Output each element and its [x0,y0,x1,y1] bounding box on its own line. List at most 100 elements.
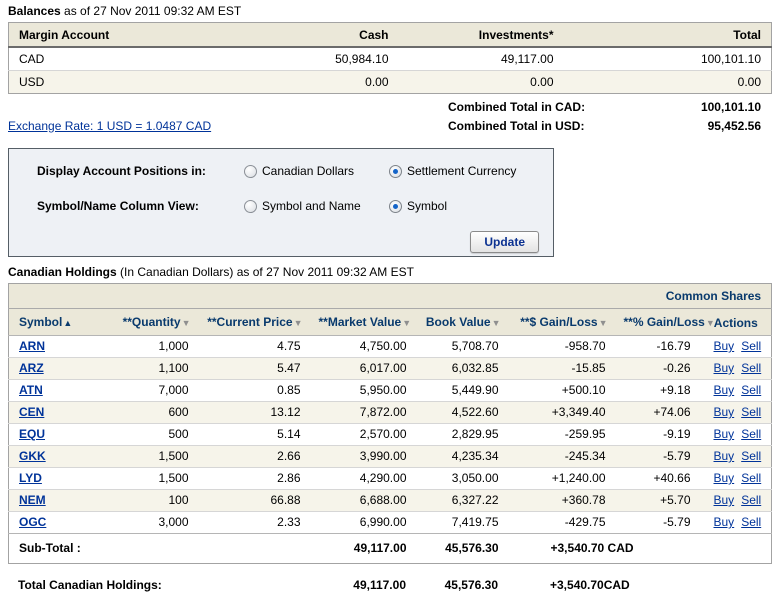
sort-asc-icon: ▲ [63,318,73,328]
gain-loss-percent-cell: -9.19 [615,423,701,446]
buy-link[interactable]: Buy [713,471,735,485]
buy-link[interactable]: Buy [713,493,735,507]
buy-link[interactable]: Buy [713,339,735,353]
option-canadian-dollars[interactable]: Canadian Dollars [244,164,389,178]
total-cell: 100,101.10 [700,52,761,66]
gain-loss-dollar-cell: +3,349.40 [508,401,616,424]
column-header-market-value[interactable]: **Market Value▼ [310,308,417,336]
market-value-cell: 5,950.00 [310,379,417,402]
update-button[interactable]: Update [470,231,539,253]
buy-link[interactable]: Buy [713,405,735,419]
symbol-link[interactable]: ARN [19,339,45,353]
symbol-link[interactable]: ARZ [19,361,44,375]
market-value-header-label: **Market Value [318,315,402,329]
account-currency-cell: CAD [19,52,45,66]
sell-link[interactable]: Sell [741,515,762,529]
radio-symbol-and-name[interactable] [244,199,257,213]
total-market-value: 49,117.00 [353,578,406,592]
sell-link[interactable]: Sell [741,405,762,419]
gain-loss-dollar-cell: -15.85 [508,357,616,380]
holdings-row: ARZ 1,100 5.47 6,017.00 6,032.85 -15.85 … [8,357,772,380]
total-cell: 0.00 [563,70,772,94]
option-settlement-currency[interactable]: Settlement Currency [389,164,516,178]
current-price-cell: 2.33 [198,511,311,534]
gain-loss-percent-cell: +40.66 [615,467,701,490]
buy-link[interactable]: Buy [713,449,735,463]
common-shares-label: Common Shares [8,283,772,309]
quantity-cell: 7,000 [98,379,199,402]
subtotal-book-value: 45,576.30 [416,533,509,564]
sell-link[interactable]: Sell [741,339,762,353]
radio-label-symbol-and-name[interactable]: Symbol and Name [262,199,361,213]
balances-table: Margin Account Cash Investments* Total C… [8,22,772,94]
investments-cell: 49,117.00 [501,52,554,66]
current-price-cell: 5.47 [198,357,311,380]
sell-link[interactable]: Sell [741,471,762,485]
book-value-cell: 6,032.85 [416,357,509,380]
column-header-quantity[interactable]: **Quantity▼ [98,308,199,336]
combined-totals: Combined Total in CAD: 100,101.10 Exchan… [8,97,771,135]
radio-symbol-selected[interactable] [389,199,402,213]
book-value-cell: 3,050.00 [416,467,509,490]
gain-loss-dollar-cell: -958.70 [564,339,606,353]
book-value-cell: 5,449.90 [416,379,509,402]
holdings-row: CEN 600 13.12 7,872.00 4,522.60 +3,349.4… [8,401,772,424]
option-symbol[interactable]: Symbol [389,199,447,213]
sell-link[interactable]: Sell [741,493,762,507]
subtotal-market-value: 49,117.00 [310,533,417,564]
holdings-row: ARN 1,000 4.75 4,750.00 5,708.70 -958.70… [9,336,772,358]
gain-loss-percent-cell: +74.06 [615,401,701,424]
book-value-cell: 7,419.75 [416,511,509,534]
symbol-link[interactable]: EQU [19,427,46,441]
symbol-link[interactable]: LYD [19,471,42,485]
column-header-total: Total [563,22,772,48]
buy-link[interactable]: Buy [713,361,735,375]
current-price-cell: 2.86 [198,467,311,490]
gain-loss-dollar-cell: +360.78 [508,489,616,512]
column-header-book-value[interactable]: Book Value▼ [416,308,509,336]
radio-label-canadian-dollars[interactable]: Canadian Dollars [262,164,355,178]
holdings-row: GKK 1,500 2.66 3,990.00 4,235.34 -245.34… [8,445,772,468]
symbol-link[interactable]: ATN [19,383,43,397]
column-header-current-price[interactable]: **Current Price▼ [198,308,311,336]
subtotal-label: Sub-Total : [8,533,311,564]
column-header-symbol[interactable]: Symbol▲ [8,308,99,336]
exchange-rate-link[interactable]: Exchange Rate: 1 USD = 1.0487 CAD [8,118,212,133]
sell-link[interactable]: Sell [741,383,762,397]
symbol-link[interactable]: CEN [19,405,45,419]
sort-desc-icon: ▼ [181,318,191,328]
market-value-cell: 6,990.00 [310,511,417,534]
balance-row: CAD 50,984.10 49,117.00 100,101.10 [9,47,772,71]
cash-cell: 50,984.10 [335,52,389,66]
column-header-gain-loss-percent[interactable]: **% Gain/Loss▼ [615,308,715,336]
symbol-link[interactable]: NEM [19,493,46,507]
buy-link[interactable]: Buy [713,427,735,441]
radio-label-settlement-currency[interactable]: Settlement Currency [407,164,517,178]
buy-link[interactable]: Buy [713,515,735,529]
display-positions-label: Display Account Positions in: [37,164,206,178]
gain-loss-percent-cell: -5.79 [615,511,701,534]
current-price-cell: 0.85 [198,379,311,402]
book-value-cell: 4,235.34 [416,445,509,468]
book-value-cell: 5,708.70 [451,339,499,353]
radio-settlement-currency-selected[interactable] [389,164,402,178]
balances-title-label: Balances [8,4,61,18]
radio-canadian-dollars[interactable] [244,164,257,178]
gain-loss-dollar-cell: +1,240.00 [508,467,616,490]
column-header-gain-loss-dollar[interactable]: **$ Gain/Loss▼ [508,308,616,336]
symbol-link[interactable]: OGC [19,515,47,529]
buy-link[interactable]: Buy [713,383,735,397]
symbol-link[interactable]: GKK [19,449,46,463]
sell-link[interactable]: Sell [741,361,762,375]
combined-total-usd-label: Combined Total in USD: [448,118,585,133]
current-price-cell: 5.14 [198,423,311,446]
radio-dot-icon [393,203,398,209]
sort-desc-icon: ▼ [402,318,412,328]
sell-link[interactable]: Sell [741,449,762,463]
column-header-actions: Actions [700,308,772,336]
option-symbol-and-name[interactable]: Symbol and Name [244,199,389,213]
radio-label-symbol[interactable]: Symbol [407,199,448,213]
sell-link[interactable]: Sell [741,427,762,441]
common-shares-section-header: Common Shares [8,283,772,309]
market-value-cell: 4,290.00 [310,467,417,490]
